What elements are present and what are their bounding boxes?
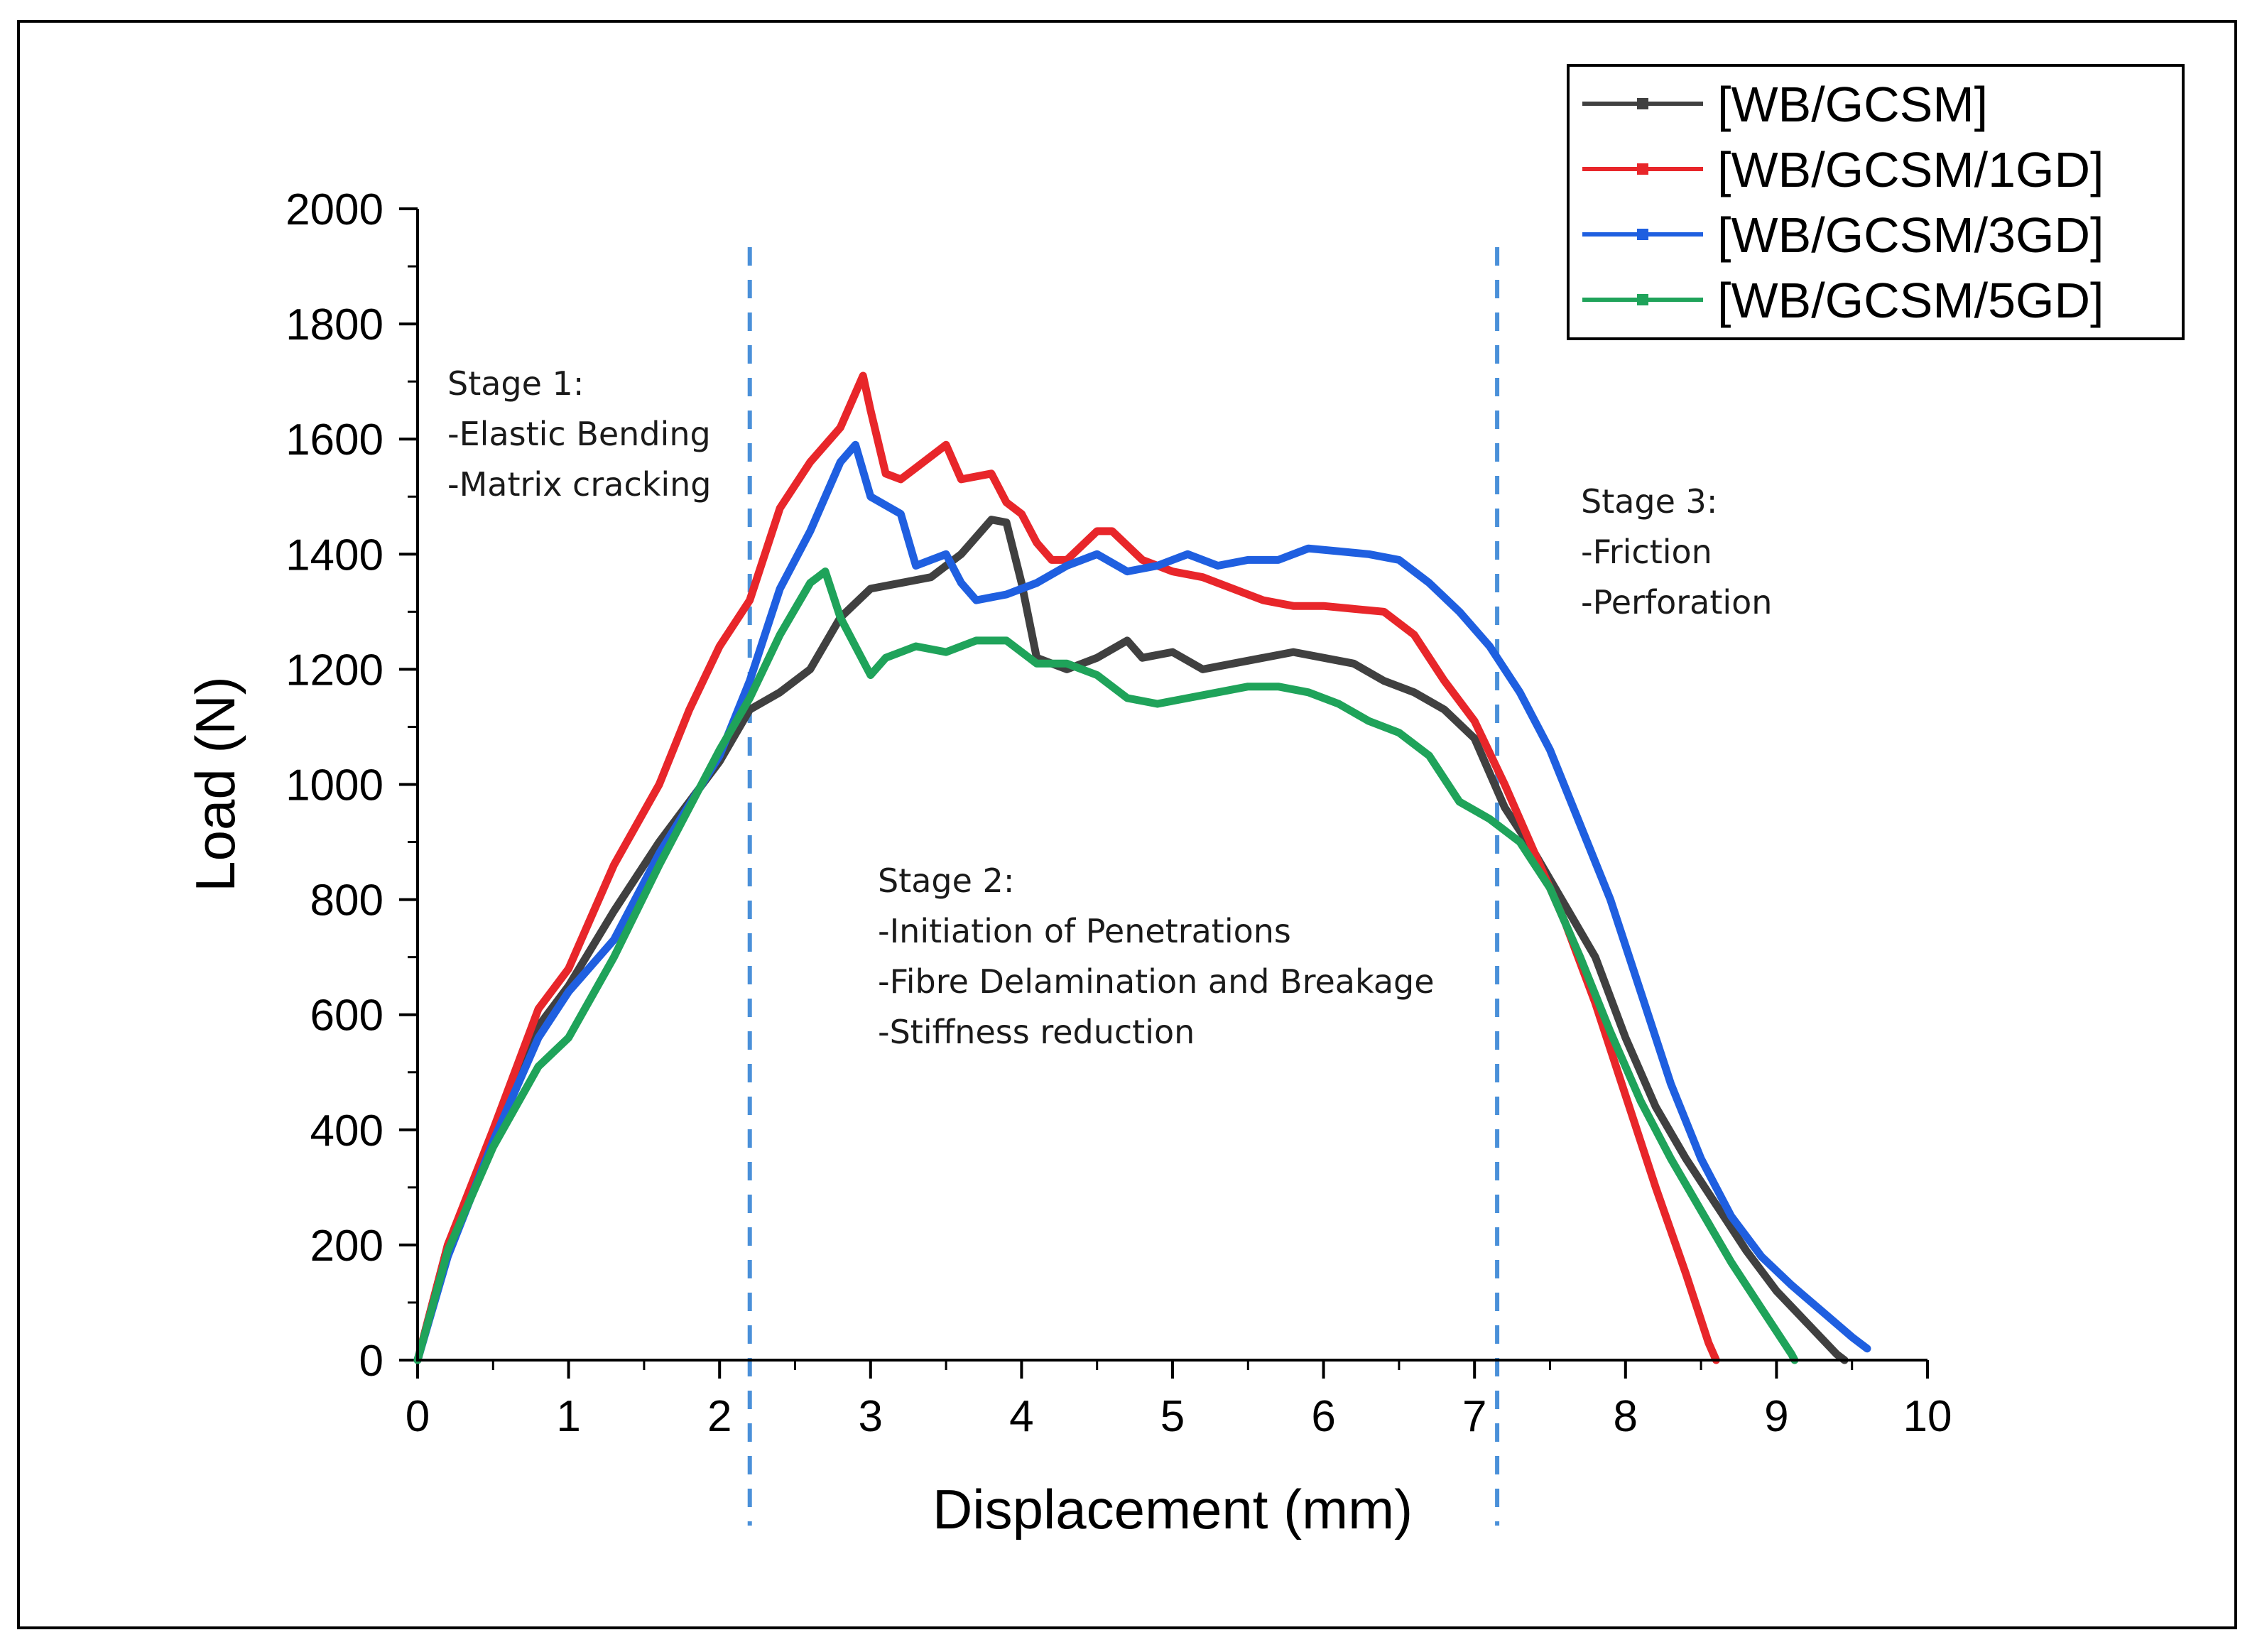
legend-label: [WB/GCSM/5GD] xyxy=(1717,273,2104,328)
x-tick-label: 5 xyxy=(1160,1392,1185,1441)
annotation-line: -Initiation of Penetrations xyxy=(878,912,1291,950)
y-tick-label: 800 xyxy=(310,876,384,925)
x-tick-label: 1 xyxy=(556,1392,580,1441)
x-tick-label: 2 xyxy=(707,1392,732,1441)
annotation-line: -Perforation xyxy=(1581,583,1772,621)
legend-label: [WB/GCSM/3GD] xyxy=(1717,207,2104,263)
legend-marker xyxy=(1637,98,1648,109)
annotation-line: -Stiffness reduction xyxy=(878,1013,1195,1051)
legend-marker xyxy=(1637,163,1648,175)
legend: [WB/GCSM] [WB/GCSM/1GD] [WB/GCSM/3GD] [WB/G… xyxy=(1567,64,2185,340)
y-tick-label: 200 xyxy=(310,1222,384,1271)
stage-annotations: Stage 1: -Elastic Bending -Matrix cracking… xyxy=(447,364,1772,1051)
y-tick-label: 0 xyxy=(359,1337,384,1386)
series-line xyxy=(413,440,1871,1364)
series-line xyxy=(413,516,1849,1364)
y-axis-title: Load (N) xyxy=(184,676,246,891)
y-tick-label: 1600 xyxy=(286,415,384,464)
x-tick-label: 7 xyxy=(1462,1392,1486,1441)
x-tick-label: 0 xyxy=(406,1392,430,1441)
annotation-line: -Elastic Bending xyxy=(447,415,711,453)
annotation-line: -Fibre Delamination and Breakage xyxy=(878,962,1435,1001)
annotation-line: Stage 3: xyxy=(1581,482,1717,521)
x-tick-label: 8 xyxy=(1614,1392,1638,1441)
y-tick-label: 1400 xyxy=(286,531,384,580)
legend-marker xyxy=(1637,294,1648,305)
y-tick-label: 400 xyxy=(310,1107,384,1156)
series-line xyxy=(413,371,1720,1364)
legend-label: [WB/GCSM/1GD] xyxy=(1717,142,2104,197)
x-tick-label: 10 xyxy=(1903,1392,1952,1441)
x-axis-title: Displacement (mm) xyxy=(932,1478,1413,1540)
series-line xyxy=(413,567,1799,1364)
y-tick-label: 1000 xyxy=(286,761,384,810)
x-tick-label: 3 xyxy=(859,1392,883,1441)
legend-label: [WB/GCSM] xyxy=(1717,77,1988,132)
annotation-line: -Matrix cracking xyxy=(447,465,712,504)
x-tick-label: 6 xyxy=(1311,1392,1335,1441)
y-tick-label: 1200 xyxy=(286,646,384,695)
x-tick-label: 4 xyxy=(1009,1392,1033,1441)
y-tick-label: 2000 xyxy=(286,185,384,234)
y-tick-label: 600 xyxy=(310,991,384,1040)
legend-marker xyxy=(1637,229,1648,240)
y-tick-label: 1800 xyxy=(286,300,384,349)
legend-box xyxy=(1567,64,2185,340)
annotation-line: Stage 2: xyxy=(878,862,1014,900)
x-tick-label: 9 xyxy=(1764,1392,1788,1441)
annotation-line: Stage 1: xyxy=(447,364,584,403)
annotation-line: -Friction xyxy=(1581,533,1712,571)
